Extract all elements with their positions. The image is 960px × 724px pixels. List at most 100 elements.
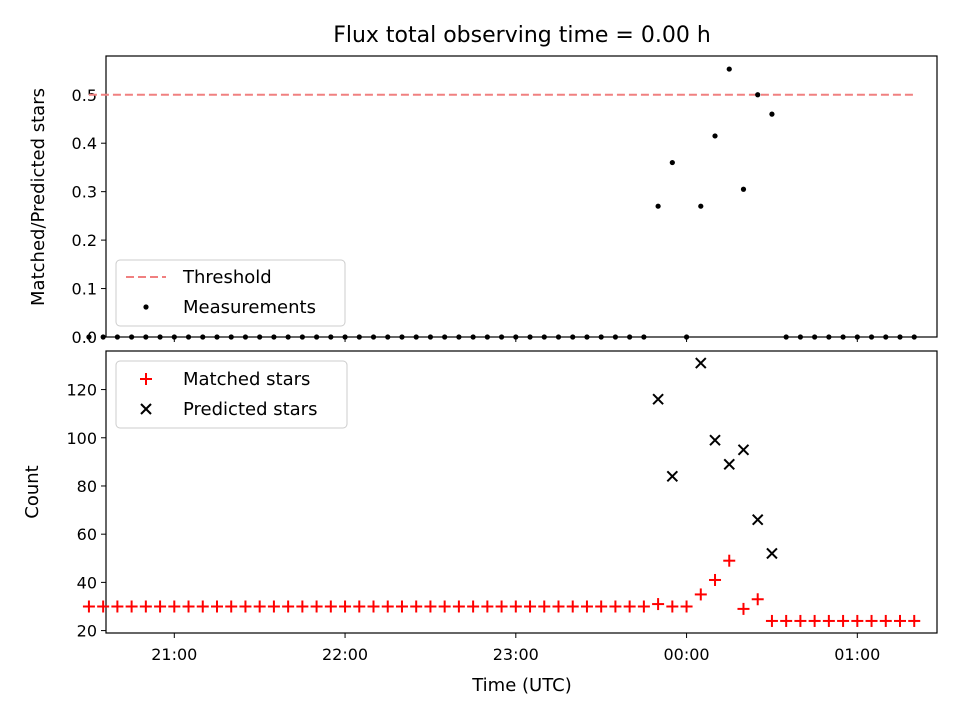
measurement-point [868,334,875,340]
top-y-tick-label: 0.0 [72,328,97,347]
measurement-point [185,334,192,340]
measurement-point [413,334,419,340]
bottom-legend: Matched stars Predicted stars [115,360,348,429]
matched-star-point [196,600,209,613]
measurement-point [271,334,277,340]
matched-star-point [367,600,380,613]
matched-star-point [908,614,921,627]
matched-star-point [410,600,423,613]
measurement-point [555,334,562,340]
measurement-point [100,334,106,340]
matched-star-point [552,600,565,613]
matched-star-point [282,600,295,613]
measurement-point [655,203,661,209]
top-y-tick-label: 0.1 [72,280,97,299]
measurement-point [527,334,533,340]
top-y-tick-label: 0.5 [72,86,97,105]
measurement-point [698,203,704,209]
top-panel: 0.0 0.1 0.2 0.3 0.4 0.5 Matched/Predicted sta… [28,55,938,347]
matched-star-point [495,600,508,613]
matched-star-point [125,600,138,613]
predicted-star-point [766,547,778,560]
matched-star-point [210,600,223,613]
bottom-y-tick-label: 20 [77,622,97,641]
measurement-point [783,334,789,340]
x-tick-label: 22:00 [322,645,368,664]
matched-star-point [879,614,892,627]
measurement-point [484,334,490,340]
legend-measurements-label: Measurements [183,297,316,318]
predicted-star-point [723,458,735,470]
matched-star-point [381,600,394,613]
matched-star-point [509,600,522,613]
measurement-point [456,334,462,340]
measurement-point [299,334,305,340]
matched-star-point [225,600,238,613]
measurement-point [669,159,675,166]
matched-star-point [538,600,551,613]
matched-star-point [324,600,337,613]
matched-star-point [111,600,124,613]
matched-star-point [182,600,195,613]
measurement-point [584,334,590,340]
matched-star-point [623,600,636,613]
x-tick-label: 21:00 [151,645,197,664]
legend-predicted-marker [140,403,152,415]
top-y-tick-label: 0.3 [72,183,97,202]
measurement-point [883,334,889,340]
bottom-y-tick-label: 80 [77,477,97,496]
bottom-marks [82,357,921,627]
matched-star-point [82,600,95,613]
measurement-point [427,334,434,340]
measurement-point [712,133,718,139]
bottom-legend-box [115,360,348,429]
top-y-ticks: 0.0 0.1 0.2 0.3 0.4 0.5 [72,86,106,347]
measurement-point [313,334,320,340]
matched-star-point [168,600,181,613]
measurement-point [840,334,846,340]
measurement-point [797,334,803,340]
matched-star-point [780,614,793,627]
measurement-point [370,334,377,340]
measurement-point [328,334,334,340]
matched-star-point [253,600,266,613]
legend-measurements-marker [143,304,149,310]
bottom-plot-frame [105,350,938,634]
measurement-point [755,92,761,98]
matched-star-point [97,600,110,613]
matched-star-point [666,600,679,613]
measurement-point [826,334,832,340]
measurement-point [399,334,405,340]
measurement-point [598,334,604,340]
matched-star-point [424,600,437,613]
measurement-point [627,334,633,340]
measurement-point [129,334,135,340]
x-tick-label: 01:00 [834,645,880,664]
matched-star-point [296,600,309,613]
bottom-panel: 20 40 60 80 100 120 21:00 22:00 23:00 00:00 01:00… [22,337,938,696]
measurement-point [812,334,818,340]
matched-star-point [723,554,736,567]
matched-star-point [438,600,451,613]
top-y-tick-label: 0.2 [72,231,97,250]
top-legend-box [115,259,346,327]
matched-star-point [524,600,537,613]
measurement-point [470,334,476,340]
measurement-point [442,334,448,340]
matched-star-point [709,573,722,586]
matched-star-point [267,600,280,613]
matched-star-point [139,600,152,613]
matched-star-point [837,614,850,627]
measurement-point [114,334,120,340]
measurement-point [214,334,220,340]
measurement-point [86,334,92,340]
matched-star-point [452,600,465,613]
predicted-star-point [695,357,707,369]
predicted-star-point [737,444,750,456]
measurement-point [157,334,163,340]
predicted-star-point [666,470,679,483]
bottom-y-tick-label: 120 [66,381,97,400]
matched-star-point [467,600,480,613]
matched-star-point [808,614,821,627]
